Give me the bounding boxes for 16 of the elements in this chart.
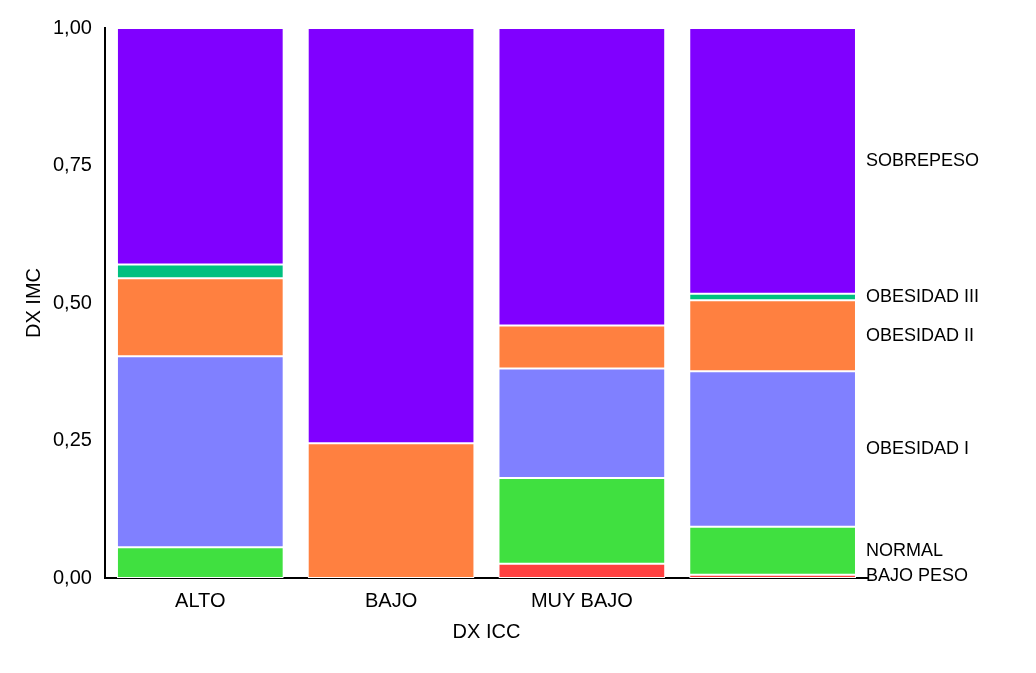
y-tick-label: 0,75 [52,153,92,176]
series-label: NORMAL [865,539,943,560]
x-tick-label: BAJO [364,588,418,611]
series-label: BAJO PESO [865,565,969,586]
y-tick-label: 1,00 [52,15,92,38]
x-tick-label: MUY BAJO [530,588,633,611]
y-tick-label: 0,50 [52,290,92,313]
series-label: OBESIDAD II [865,324,975,345]
y-tick-label: 0,00 [52,565,92,588]
y-axis-title: DX IMC [21,268,44,338]
series-label: OBESIDAD I [865,437,970,458]
series-label: OBESIDAD III [865,285,980,306]
x-tick-label: ALTO [175,588,226,611]
series-label: SOBREPESO [865,149,980,170]
x-axis-title: DX ICC [452,619,521,642]
y-tick-label: 0,25 [52,428,92,451]
